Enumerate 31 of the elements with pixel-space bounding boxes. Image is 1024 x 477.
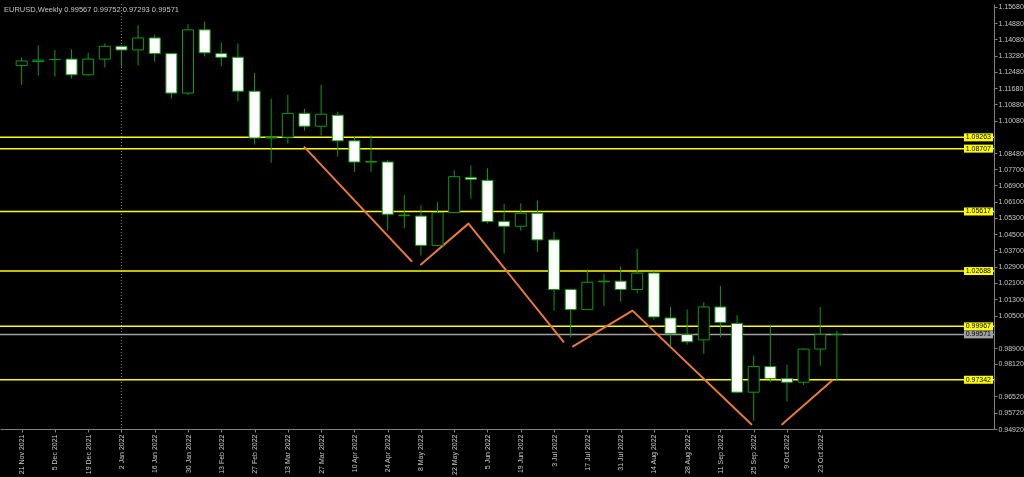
candlestick: [148, 33, 161, 63]
candlestick: [132, 24, 145, 67]
candlestick: [82, 52, 95, 77]
candlestick: [398, 194, 411, 229]
candlestick: [498, 203, 511, 255]
candlestick: [365, 134, 378, 173]
candlestick: [514, 202, 527, 232]
candlestick: [115, 44, 128, 68]
candlestick: [664, 306, 677, 347]
candlestick: [298, 108, 311, 132]
candlestick: [764, 325, 777, 383]
candlestick: [315, 84, 328, 136]
candlestick: [15, 56, 28, 86]
candlestick: [714, 285, 727, 338]
candlestick: [464, 165, 477, 200]
candlestick: [780, 364, 793, 403]
candlestick: [814, 306, 827, 367]
candlestick: [48, 49, 61, 78]
candlestick: [348, 135, 361, 173]
candlestick: [215, 42, 228, 67]
candlestick: [98, 42, 111, 68]
candlestick: [281, 94, 294, 144]
candlestick: [32, 44, 45, 77]
candlestick: [564, 288, 577, 338]
candlestick: [830, 330, 843, 382]
candlestick: [265, 98, 278, 164]
candlestick: [681, 309, 694, 346]
candlestick: [631, 248, 644, 294]
candlestick: [198, 20, 211, 57]
candlestick: [65, 48, 78, 79]
candlestick: [614, 266, 627, 302]
